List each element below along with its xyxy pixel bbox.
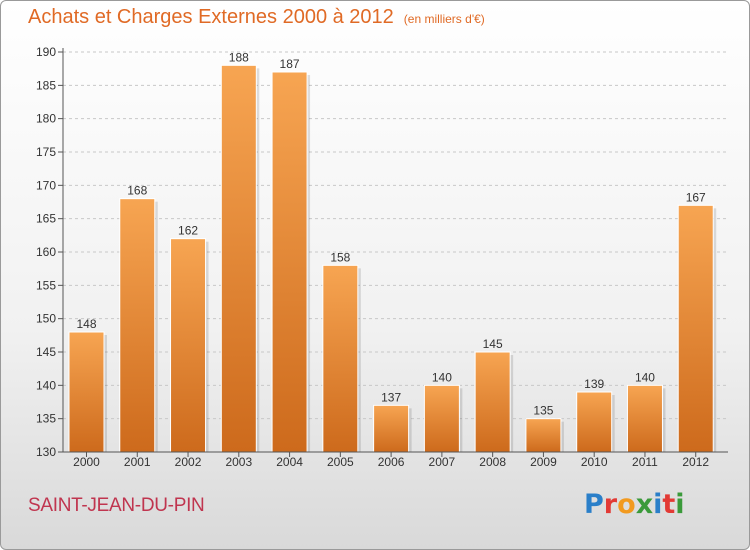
proxiti-logo: Proxiti (584, 489, 685, 520)
bar-value-label: 137 (381, 390, 401, 404)
x-tick-label: 2004 (276, 455, 303, 469)
bar-value-label: 145 (483, 337, 503, 351)
x-tick-label: 2003 (225, 455, 252, 469)
x-tick-label: 2001 (124, 455, 151, 469)
y-tick-label: 160 (36, 245, 56, 259)
x-axis: 2000 2001 2002 2003 2004 2005 2006 2007 2008 2009… (63, 451, 728, 469)
logo-letter: i (653, 489, 663, 520)
y-axis: 130 135 140 145 150 155 160 165 170 175 180 185 190 (36, 45, 64, 459)
bar-value-label: 158 (330, 250, 350, 264)
bar-value-label: 148 (76, 317, 96, 331)
y-tick-label: 165 (36, 212, 56, 226)
bar (220, 64, 257, 453)
bar (525, 418, 562, 453)
bar-value-label: 139 (584, 377, 604, 391)
bar (322, 264, 359, 453)
y-tick-label: 155 (36, 278, 56, 292)
x-tick-label: 2005 (327, 455, 354, 469)
chart-subtitle: (en milliers d'€) (403, 12, 485, 26)
y-tick-label: 175 (36, 145, 56, 159)
x-tick-label: 2008 (479, 455, 506, 469)
bar (119, 198, 156, 453)
bar-value-label: 188 (229, 50, 249, 64)
logo-letter: i (675, 489, 685, 520)
bar-value-label: 167 (686, 190, 706, 204)
y-tick-label: 180 (36, 112, 56, 126)
x-tick-label: 2011 (632, 455, 658, 469)
y-tick-label: 135 (36, 412, 56, 426)
bar-value-label: 140 (635, 370, 655, 384)
city-name: SAINT-JEAN-DU-PIN (28, 495, 205, 516)
x-tick-label: 2000 (73, 455, 100, 469)
x-tick-label: 2010 (581, 455, 608, 469)
x-tick-label: 2007 (429, 455, 456, 469)
y-tick-label: 130 (36, 445, 56, 459)
logo-letter: r (603, 489, 618, 520)
bar-value-label: 140 (432, 370, 452, 384)
logo-letter: x (635, 489, 654, 520)
bar-value-label: 187 (280, 57, 300, 71)
bar (170, 238, 207, 453)
bar (576, 391, 613, 453)
bar (474, 351, 511, 453)
bar (373, 404, 410, 453)
bar-value-label: 168 (127, 184, 147, 198)
bar (626, 384, 663, 453)
bar-value-label: 135 (533, 404, 553, 418)
chart-title: Achats et Charges Externes 2000 à 2012 (e… (28, 6, 485, 29)
x-tick-label: 2006 (378, 455, 405, 469)
logo-letter: o (617, 489, 636, 520)
bar (68, 331, 105, 453)
y-tick-label: 170 (36, 178, 56, 192)
x-tick-label: 2002 (175, 455, 202, 469)
bar (271, 71, 308, 453)
y-tick-label: 140 (36, 378, 56, 392)
bar (677, 204, 714, 453)
x-tick-label: 2012 (682, 455, 709, 469)
x-tick-label: 2009 (530, 455, 557, 469)
logo-letter: t (662, 489, 676, 520)
chart-title-text: Achats et Charges Externes 2000 à 2012 (28, 6, 394, 28)
y-tick-label: 190 (36, 45, 56, 59)
bar (423, 384, 460, 453)
bar-value-label: 162 (178, 224, 198, 238)
y-tick-label: 145 (36, 345, 56, 359)
bars: 148 168 162 188 187 158 137 140 145 135 139 140 167 (68, 50, 717, 453)
grid-lines (63, 51, 728, 420)
logo-letter: P (584, 489, 604, 520)
y-tick-label: 185 (36, 78, 56, 92)
y-tick-label: 150 (36, 312, 56, 326)
